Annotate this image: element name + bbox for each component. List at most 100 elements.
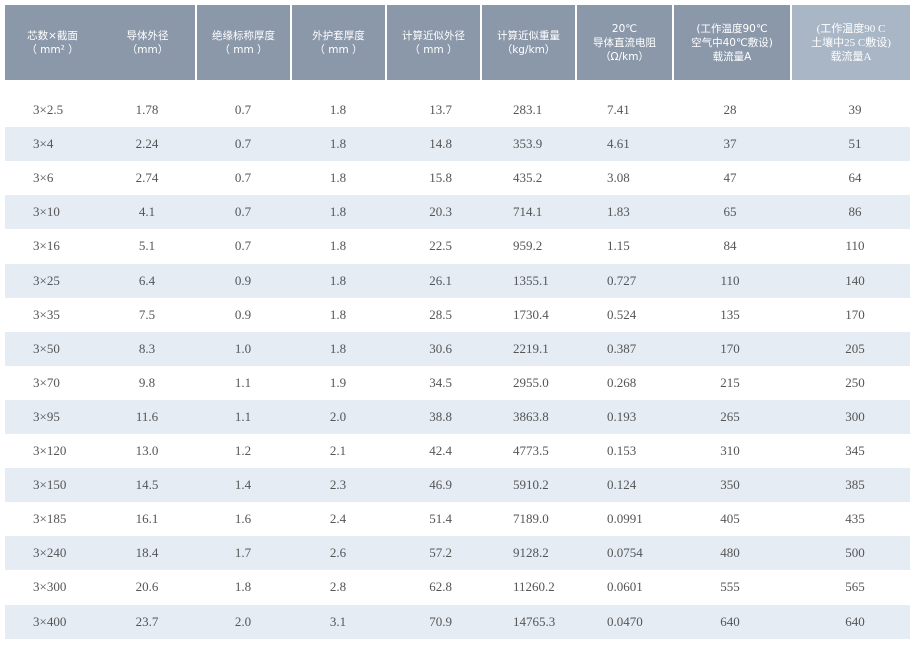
- header-line: 绝缘标称厚度: [212, 29, 275, 42]
- table-row: 3×16 5.1 0.7 1.8 22.5 959.2 1.15 84 110: [5, 229, 910, 263]
- table-cell: 28.5: [429, 306, 452, 322]
- table-row: 3×150 14.5 1.4 2.3 46.9 5910.2 0.124 350 385: [5, 468, 910, 503]
- table-cell: 3×95: [33, 408, 60, 424]
- table-row: 3×185 16.1 1.6 2.4 51.4 7189.0 0.0991 405 435: [5, 502, 910, 536]
- header-cell: 20℃ 导体直流电阻 （Ω/km）: [577, 5, 672, 80]
- table-cell: 0.7: [234, 204, 252, 220]
- table-cell: 640: [720, 613, 740, 629]
- table-cell: 310: [720, 443, 740, 458]
- table-cell: 2.4: [329, 511, 347, 527]
- table-cell: 0.0470: [607, 613, 643, 629]
- table-cell: 135: [720, 306, 740, 322]
- header-cell: 计算近似重量 （kg/km）: [482, 5, 575, 80]
- table-cell: 205: [845, 340, 865, 356]
- table-cell: 1.8: [234, 579, 252, 595]
- table-cell: 110: [720, 272, 740, 288]
- table-row: 3×6 2.74 0.7 1.8 15.8 435.2 3.08 47 64: [5, 161, 910, 195]
- table-cell: 0.0754: [607, 545, 643, 561]
- table-row: 3×240 18.4 1.7 2.6 57.2 9128.2 0.0754 480 500: [5, 536, 910, 571]
- header-cell: 外护套厚度（ mm ）: [292, 5, 385, 80]
- table-cell: 215: [720, 374, 740, 390]
- table-cell: 0.268: [607, 374, 637, 390]
- table-cell: 0.0991: [607, 511, 643, 527]
- table-cell: 28: [723, 102, 737, 117]
- table-cell: 0.7: [234, 238, 252, 254]
- table-cell: 7189.0: [513, 511, 549, 527]
- table-cell: 3×50: [33, 340, 60, 356]
- table-cell: 265: [720, 408, 740, 424]
- table-cell: 11.6: [135, 408, 159, 424]
- table-cell: 4.61: [607, 136, 630, 152]
- table-row: 3×120 13.0 1.2 2.1 42.4 4773.5 0.153 310 345: [5, 434, 910, 468]
- table-cell: 0.727: [607, 272, 637, 288]
- table-cell: 2.74: [135, 170, 159, 186]
- table-cell: 4773.5: [513, 443, 549, 458]
- table-cell: 0.7: [234, 170, 252, 186]
- table-cell: 1730.4: [513, 306, 549, 322]
- table-cell: 2.3: [329, 477, 347, 493]
- table-cell: 7.5: [138, 306, 156, 322]
- table-cell: 20.6: [135, 579, 159, 595]
- table-cell: 7.41: [607, 102, 630, 117]
- table-row: 3×4 2.24 0.7 1.8 14.8 353.9 4.61 37 51: [5, 127, 910, 162]
- table-cell: 1.8: [329, 238, 347, 254]
- table-cell: 385: [845, 477, 865, 493]
- table-row: 3×95 11.6 1.1 2.0 38.8 3863.8 0.193 265 300: [5, 399, 910, 434]
- table-cell: 47: [723, 170, 737, 186]
- table-cell: 3×240: [33, 545, 67, 561]
- table-cell: 3×300: [33, 579, 67, 595]
- table-cell: 1.8: [329, 306, 347, 322]
- table-cell: 42.4: [429, 443, 452, 458]
- header-cell: 导体外径 （mm）: [100, 5, 195, 80]
- header-line: 外护套厚度: [312, 29, 365, 42]
- header-line: 芯数×截面: [27, 29, 78, 42]
- table-cell: 8.3: [138, 340, 156, 356]
- table-cell: 0.7: [234, 136, 252, 152]
- table-cell: 640: [845, 613, 865, 629]
- table-cell: 15.8: [429, 170, 452, 186]
- table-cell: 57.2: [429, 545, 452, 561]
- table-cell: 3×25: [33, 272, 60, 288]
- table-cell: 1.6: [234, 511, 252, 527]
- table-cell: 2955.0: [513, 374, 549, 390]
- table-cell: 23.7: [135, 613, 159, 629]
- table-cell: 0.387: [607, 340, 637, 356]
- table-cell: 18.4: [135, 545, 159, 561]
- header-line: (工作温度90℃: [696, 22, 768, 35]
- table-cell: 1.8: [329, 272, 347, 288]
- table-row: 3×50 8.3 1.0 1.8 30.6 2219.1 0.387 170 205: [5, 331, 910, 366]
- table-cell: 3×185: [33, 511, 67, 527]
- header-cell: (工作温度90 C 土壤中25 C敷设) 载流量A: [792, 5, 910, 80]
- header-line: 土壤中25 C敷设): [811, 36, 891, 49]
- table-cell: 500: [845, 545, 865, 561]
- header-line: 计算近似外径: [402, 29, 465, 42]
- header-cell: 芯数×截面（ mm² ）: [5, 5, 100, 80]
- table-cell: 1.83: [607, 204, 630, 220]
- table-cell: 1355.1: [513, 272, 549, 288]
- header-line: 导体直流电阻: [593, 36, 656, 49]
- table-cell: 110: [845, 238, 865, 254]
- table-cell: 86: [848, 204, 862, 220]
- table-cell: 1.15: [607, 238, 630, 254]
- table-cell: 1.1: [234, 374, 252, 390]
- table-cell: 435.2: [513, 170, 543, 186]
- table-cell: 1.8: [329, 170, 347, 186]
- table-cell: 250: [845, 374, 865, 390]
- table-cell: 1.4: [234, 477, 252, 493]
- table-cell: 3×35: [33, 306, 60, 322]
- table-cell: 2219.1: [513, 340, 549, 356]
- table-row: 3×300 20.6 1.8 2.8 62.8 11260.2 0.0601 555 565: [5, 570, 910, 604]
- table-cell: 3×16: [33, 238, 60, 254]
- header-line: 计算近似重量: [497, 29, 560, 42]
- table-cell: 9128.2: [513, 545, 549, 561]
- table-cell: 300: [845, 408, 865, 424]
- table-cell: 62.8: [429, 579, 452, 595]
- header-line: (工作温度90 C: [816, 22, 886, 35]
- table-cell: 1.2: [234, 443, 252, 458]
- table-cell: 353.9: [513, 136, 543, 152]
- table-cell: 3×2.5: [33, 102, 64, 117]
- table-cell: 51.4: [429, 511, 452, 527]
- table-cell: 3×400: [33, 613, 67, 629]
- table-cell: 3×70: [33, 374, 60, 390]
